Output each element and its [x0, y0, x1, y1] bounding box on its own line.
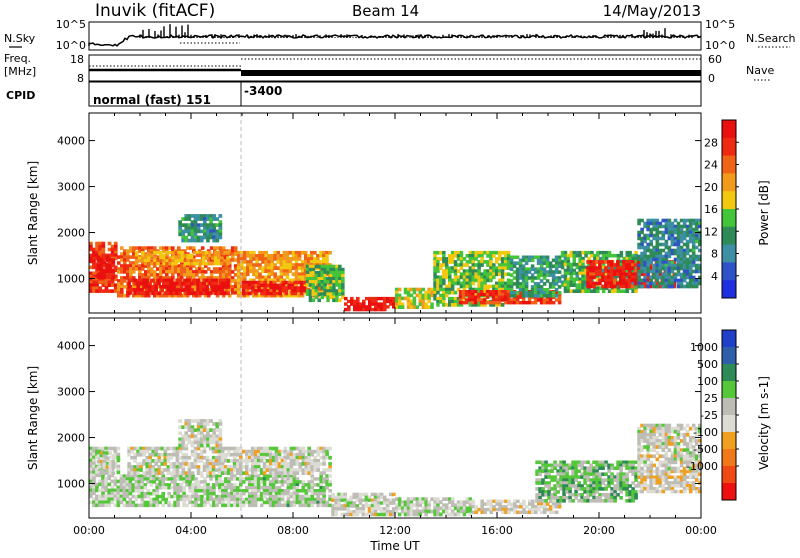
- n-sky-label: N.Sky: [4, 32, 36, 45]
- n-sky-tick-top: 10^5: [56, 18, 86, 31]
- power-region-10: [395, 288, 434, 309]
- velocity-colorbar-segment-9: [722, 483, 736, 501]
- power-colorbar-segment-5: [722, 209, 736, 227]
- velocity-ytick-3: 4000: [57, 340, 85, 353]
- cpid-mode-normal: normal (fast) 151: [93, 93, 211, 107]
- power-colorbar-segment-9: [722, 280, 736, 298]
- power-colorbar: 4 8 12 16 20 24 28: [704, 120, 739, 299]
- power-colorbar-tick-1: 8: [711, 248, 718, 261]
- velocity-colorbar-segment-1: [722, 347, 736, 365]
- velocity-region-9: [472, 500, 562, 514]
- power-colorbar-segment-4: [722, 191, 736, 209]
- velocity-colorbar-segment-6: [722, 432, 736, 450]
- time-tick-6: 00:00: [685, 524, 717, 537]
- power-colorbar-segment-2: [722, 156, 736, 174]
- power-region-5: [178, 214, 222, 242]
- velocity-region-10: [535, 461, 638, 503]
- velocity-region-5: [242, 474, 332, 507]
- n-search-tick-bottom: 10^0: [705, 39, 735, 52]
- velocity-colorbar-label: Velocity [m s-1]: [757, 376, 771, 470]
- time-tick-4: 16:00: [481, 524, 513, 537]
- velocity-colorbar-segment-8: [722, 466, 736, 484]
- frequency-panel: Freq. [MHz] 18 8 60 0 Nave: [4, 52, 774, 85]
- time-axis-label: Time UT: [369, 539, 420, 553]
- velocity-colorbar-tick-2: 100: [697, 375, 718, 388]
- power-ytick-1: 2000: [57, 227, 85, 240]
- power-colorbar-segment-3: [722, 173, 736, 191]
- nave-tick-top: 60: [708, 53, 722, 66]
- velocity-ytick-1: 2000: [57, 432, 85, 445]
- velocity-colorbar-segment-4: [722, 398, 736, 416]
- power-ylabel: Slant Range [km]: [26, 161, 40, 265]
- power-colorbar-label: Power [dB]: [757, 180, 771, 245]
- power-region-13: [510, 256, 562, 298]
- power-region-9: [344, 297, 396, 311]
- power-panel: 1000 2000 3000 4000 Slant Range [km] 4 8 12 16…: [26, 113, 771, 313]
- velocity-colorbar-tick-4: -25: [700, 409, 718, 422]
- beam-title: Beam 14: [352, 2, 419, 20]
- power-colorbar-segment-0: [722, 120, 736, 138]
- power-colorbar-tick-3: 16: [704, 203, 718, 216]
- velocity-ytick-2: 3000: [57, 386, 85, 399]
- date-title: 14/May/2013: [603, 2, 701, 20]
- velocity-colorbar-segment-2: [722, 364, 736, 382]
- power-ytick-3: 4000: [57, 135, 85, 148]
- cpid-label: CPID: [6, 89, 35, 102]
- velocity-region-3: [127, 447, 242, 475]
- power-colorbar-segment-7: [722, 245, 736, 263]
- cpid-panel: CPID normal (fast) 151 -3400: [6, 82, 701, 107]
- time-tick-2: 08:00: [277, 524, 309, 537]
- power-colorbar-tick-5: 24: [704, 159, 718, 172]
- velocity-colorbar-tick-1: 500: [697, 358, 718, 371]
- velocity-colorbar-segment-3: [722, 381, 736, 399]
- power-colorbar-tick-4: 20: [704, 181, 718, 194]
- n-search-label: N.Search: [746, 32, 796, 45]
- power-colorbar-tick-6: 28: [704, 136, 718, 149]
- time-tick-1: 04:00: [175, 524, 207, 537]
- velocity-region-6: [242, 447, 332, 475]
- velocity-colorbar-tick-6: -500: [693, 443, 718, 456]
- velocity-panel: 1000 2000 3000 4000 00:00 04:00 08:00 12:00 16:0…: [26, 318, 771, 537]
- noise-panel: N.Sky 10^5 10^0 10^5 10^0 N.Search: [4, 18, 796, 52]
- power-colorbar-segment-8: [722, 262, 736, 280]
- velocity-ytick-0: 1000: [57, 478, 85, 491]
- nave-label: Nave: [746, 64, 774, 77]
- velocity-region-8: [395, 497, 472, 516]
- velocity-region-4: [178, 419, 222, 447]
- time-tick-3: 12:00: [379, 524, 411, 537]
- n-search-tick-top: 10^5: [705, 18, 735, 31]
- power-region-1: [97, 256, 115, 280]
- freq-tick-top: 18: [70, 53, 84, 66]
- time-tick-0: 00:00: [73, 524, 105, 537]
- power-ytick-0: 1000: [57, 273, 85, 286]
- power-ytick-2: 3000: [57, 181, 85, 194]
- velocity-colorbar-segment-5: [722, 415, 736, 433]
- velocity-region-7: [331, 493, 395, 517]
- velocity-colorbar-tick-0: 1000: [690, 341, 718, 354]
- n-sky-tick-bottom: 10^0: [56, 39, 86, 52]
- velocity-colorbar-tick-5: -100: [693, 426, 718, 439]
- velocity-colorbar-segment-7: [722, 449, 736, 467]
- noise-sky-line: [89, 35, 701, 46]
- power-region-7: [242, 281, 306, 296]
- freq-tick-bottom: 8: [77, 72, 84, 85]
- power-colorbar-tick-2: 12: [704, 225, 718, 238]
- power-colorbar-tick-0: 4: [711, 270, 718, 283]
- velocity-colorbar-tick-3: 25: [704, 392, 718, 405]
- velocity-region-11: [637, 470, 701, 494]
- freq-unit-label: [MHz]: [4, 65, 36, 78]
- power-colorbar-segment-1: [722, 138, 736, 156]
- station-title: Inuvik (fitACF): [95, 1, 215, 21]
- velocity-ylabel: Slant Range [km]: [26, 366, 40, 470]
- velocity-region-2: [120, 474, 243, 507]
- freq-label: Freq.: [4, 52, 31, 65]
- velocity-colorbar-tick-7: -1000: [686, 460, 718, 473]
- power-colorbar-segment-6: [722, 227, 736, 245]
- cpid-mode-code: -3400: [244, 84, 282, 98]
- nave-tick-bottom: 0: [708, 72, 715, 85]
- time-tick-5: 20:00: [583, 524, 615, 537]
- velocity-colorbar-segment-0: [722, 330, 736, 348]
